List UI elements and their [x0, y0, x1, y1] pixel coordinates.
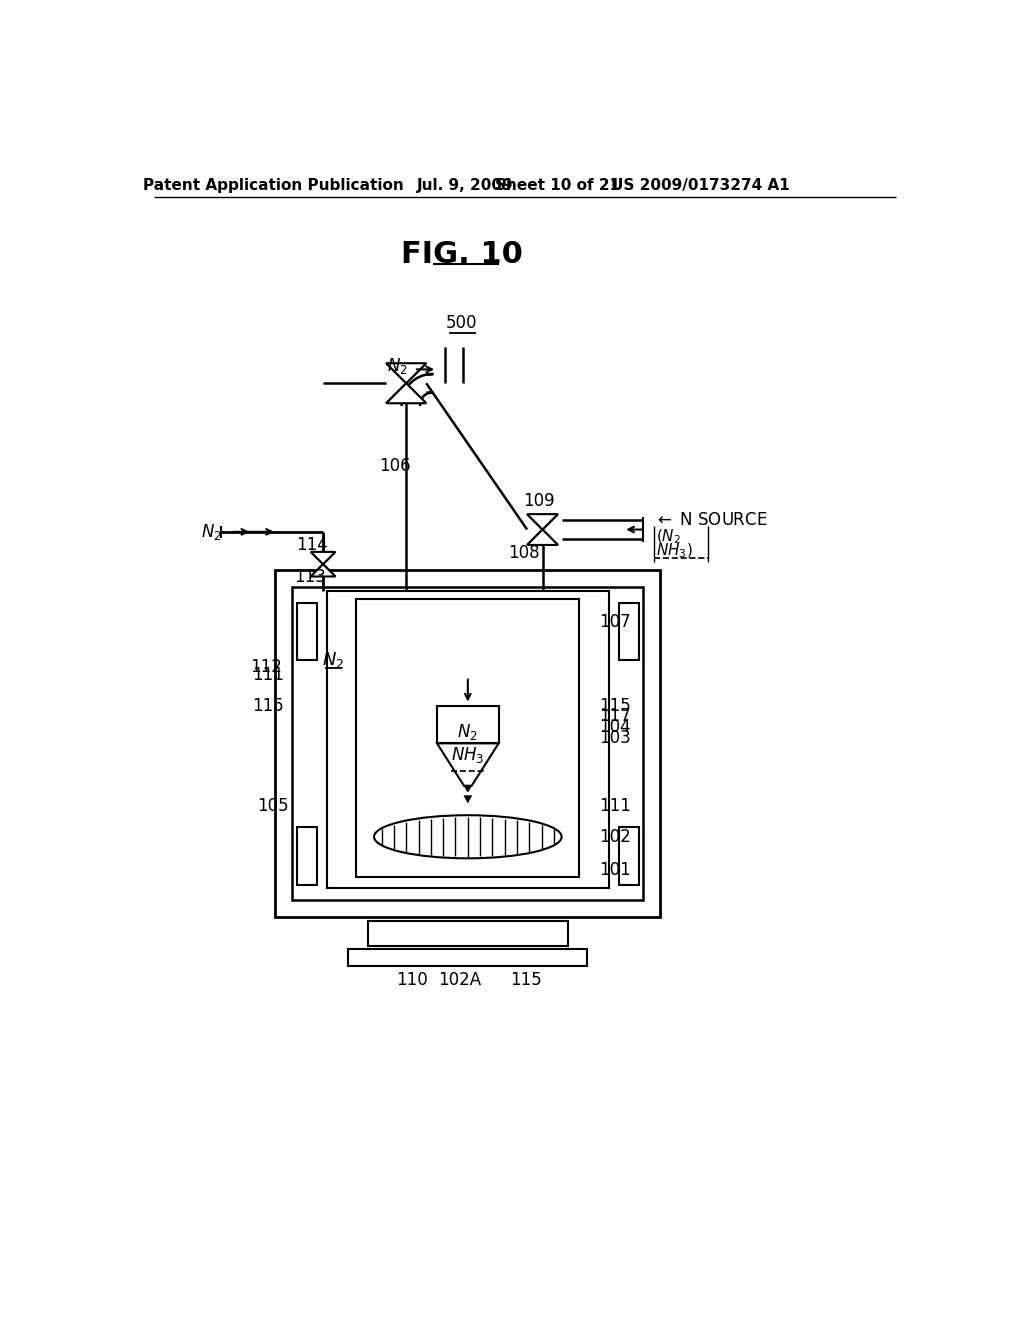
Text: US 2009/0173274 A1: US 2009/0173274 A1	[611, 178, 790, 193]
Bar	[297, 603, 316, 660]
Text: $(N_2$: $(N_2$	[655, 528, 681, 546]
Polygon shape	[310, 552, 336, 564]
Polygon shape	[527, 529, 558, 545]
Text: 114: 114	[296, 536, 328, 554]
Text: 109: 109	[523, 492, 555, 510]
Text: 111: 111	[599, 797, 631, 814]
Bar	[618, 603, 639, 660]
Bar	[275, 570, 660, 917]
Polygon shape	[386, 383, 426, 404]
Polygon shape	[464, 785, 472, 792]
Text: 102A: 102A	[438, 972, 481, 989]
Bar	[356, 599, 580, 876]
Text: 104: 104	[599, 718, 631, 735]
Text: 117: 117	[599, 706, 631, 725]
Text: Sheet 10 of 21: Sheet 10 of 21	[496, 178, 621, 193]
Text: 113: 113	[295, 568, 327, 586]
Bar	[437, 706, 499, 743]
Text: $\leftarrow$ N SOURCE: $\leftarrow$ N SOURCE	[654, 511, 768, 529]
Text: 115: 115	[252, 697, 284, 715]
Text: 110: 110	[396, 972, 428, 989]
Text: Patent Application Publication: Patent Application Publication	[142, 178, 403, 193]
Bar	[368, 921, 568, 946]
Text: $N_2$: $N_2$	[322, 651, 344, 671]
Text: 115: 115	[599, 697, 631, 715]
Text: $N_2$: $N_2$	[201, 521, 221, 541]
Bar	[348, 949, 587, 966]
Text: 106: 106	[379, 458, 411, 475]
Bar	[618, 826, 639, 884]
Text: 115: 115	[510, 972, 542, 989]
Text: 108: 108	[508, 544, 540, 561]
Bar	[327, 591, 608, 888]
Text: 112: 112	[250, 657, 282, 676]
Text: Jul. 9, 2009: Jul. 9, 2009	[417, 178, 514, 193]
Polygon shape	[310, 564, 336, 577]
Polygon shape	[386, 363, 426, 383]
Text: 101: 101	[599, 861, 631, 879]
Text: 111: 111	[252, 665, 284, 684]
Bar	[297, 826, 316, 884]
Polygon shape	[464, 796, 472, 803]
Text: $N_2$: $N_2$	[458, 722, 478, 742]
Polygon shape	[437, 743, 499, 785]
Polygon shape	[527, 515, 558, 529]
Text: FIG. 10: FIG. 10	[400, 240, 522, 269]
Text: $NH_3$): $NH_3$)	[655, 543, 692, 560]
Text: $NH_3$: $NH_3$	[452, 744, 484, 764]
Text: 102: 102	[599, 828, 631, 846]
Text: 500: 500	[445, 314, 477, 331]
Text: 105: 105	[258, 797, 289, 816]
Text: $N_2$: $N_2$	[387, 356, 408, 376]
Text: 103: 103	[599, 729, 631, 747]
Ellipse shape	[374, 816, 561, 858]
Text: 107: 107	[599, 612, 631, 631]
Bar	[292, 587, 643, 900]
